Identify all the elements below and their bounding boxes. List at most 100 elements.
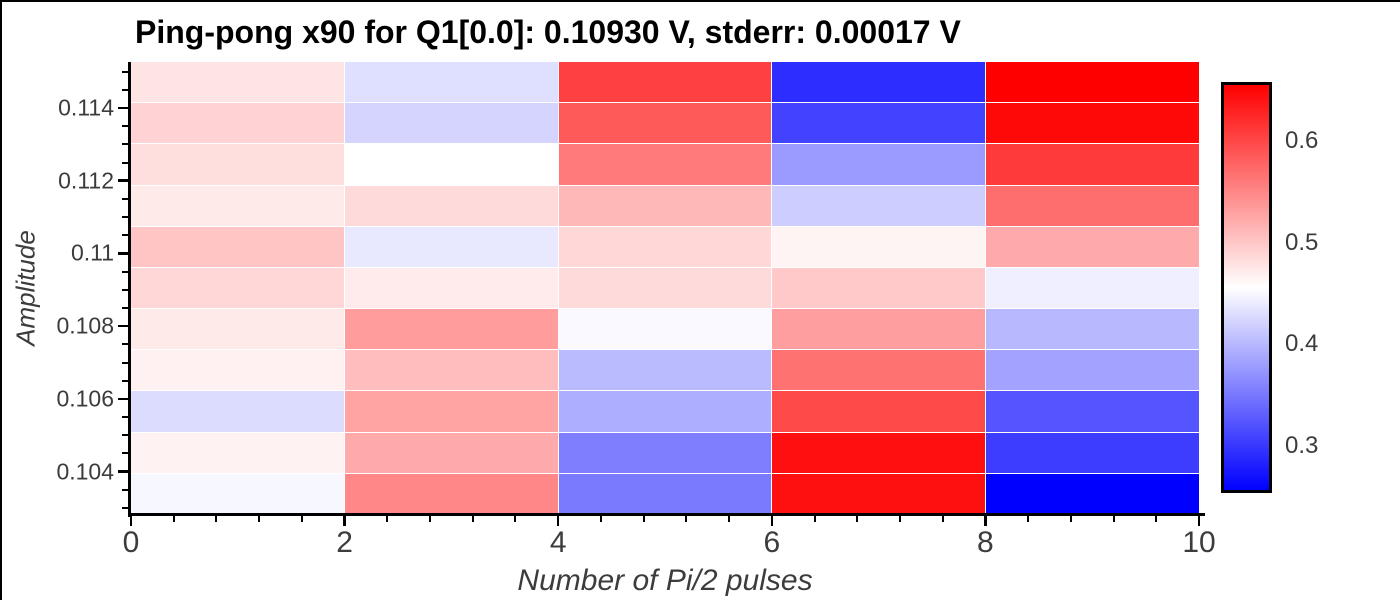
heatmap-cell	[986, 267, 1199, 309]
heatmap-cell	[344, 103, 558, 144]
x-tick	[343, 516, 346, 526]
heatmap-cell	[344, 391, 558, 432]
chart-title: Ping-pong x90 for Q1[0.0]: 0.10930 V, st…	[135, 14, 961, 50]
heatmap-cell	[772, 432, 986, 473]
y-minor-tick	[122, 234, 128, 237]
x-tick-label: 0	[122, 526, 140, 559]
x-minor-tick	[258, 516, 261, 522]
colorbar-tick-label: 0.3	[1285, 432, 1319, 460]
heatmap-cell	[772, 267, 986, 309]
heatmap-cell	[344, 309, 558, 350]
heatmap-cell	[131, 391, 344, 432]
heatmap-cell	[986, 350, 1199, 391]
heatmap-cell	[772, 226, 986, 267]
x-minor-tick	[898, 516, 901, 522]
heatmap-plot	[131, 62, 1199, 514]
x-minor-tick	[1155, 516, 1158, 522]
y-tick-label: 0.104	[56, 458, 114, 485]
x-tick-label: 8	[977, 526, 994, 559]
x-minor-tick	[685, 516, 688, 522]
y-tick-label: 0.112	[58, 167, 114, 194]
y-minor-tick	[122, 507, 128, 509]
x-minor-tick	[172, 516, 175, 522]
heatmap-cell	[986, 103, 1199, 144]
heatmap-cell	[558, 226, 772, 267]
heatmap-cell	[344, 226, 558, 267]
x-minor-tick	[813, 516, 816, 522]
heatmap-cell	[131, 185, 344, 226]
y-minor-tick	[122, 343, 128, 346]
heatmap-cell	[986, 432, 1199, 473]
y-minor-tick	[122, 434, 128, 437]
heatmap-cell	[772, 473, 986, 514]
y-tick	[118, 324, 128, 328]
heatmap-cell	[986, 144, 1199, 185]
y-tick	[118, 397, 128, 401]
heatmap-cell	[772, 391, 986, 432]
y-axis-spine	[128, 62, 131, 517]
x-tick-label: 4	[549, 526, 567, 559]
x-axis-label: Number of Pi/2 pulses	[517, 564, 813, 597]
heatmap-cell	[986, 309, 1199, 350]
heatmap-cell	[344, 144, 558, 185]
y-minor-tick	[122, 307, 128, 309]
y-tick-label: 0.11	[70, 239, 114, 266]
heatmap-cell	[558, 309, 772, 350]
heatmap-cell	[558, 432, 772, 473]
x-axis-spine	[128, 513, 1205, 516]
x-minor-tick	[471, 516, 474, 522]
y-minor-tick	[122, 361, 128, 364]
heatmap-cell	[558, 267, 772, 309]
y-minor-tick	[122, 216, 128, 219]
heatmap-cell	[986, 391, 1199, 432]
colorbar-tick-label: 0.5	[1285, 228, 1319, 256]
colorbar-tick-label: 0.6	[1285, 127, 1319, 154]
x-tick-label: 2	[336, 526, 353, 559]
heatmap-cell	[131, 226, 344, 267]
heatmap-cell	[558, 103, 772, 144]
y-minor-tick	[122, 70, 128, 73]
x-minor-tick	[599, 516, 602, 522]
x-tick-label: 10	[1182, 526, 1216, 559]
heatmap-cell	[986, 62, 1199, 103]
heatmap-cell	[131, 350, 344, 391]
heatmap-cell	[558, 144, 772, 185]
heatmap-cell	[344, 62, 558, 103]
colorbar-tick-label: 0.4	[1285, 330, 1319, 358]
y-minor-tick	[122, 452, 128, 455]
y-minor-tick	[122, 379, 128, 382]
heatmap-cell	[131, 103, 344, 144]
x-minor-tick	[1069, 516, 1072, 522]
y-minor-tick	[122, 270, 128, 273]
heatmap-cell	[558, 185, 772, 226]
heatmap-cell	[131, 144, 344, 185]
x-minor-tick	[941, 516, 944, 522]
x-tick-label: 6	[763, 526, 781, 559]
heatmap-cell	[986, 185, 1199, 226]
x-tick	[770, 516, 774, 526]
y-minor-tick	[122, 161, 128, 164]
heatmap-cell	[772, 350, 986, 391]
heatmap-cell	[772, 185, 986, 226]
heatmap-cell	[344, 432, 558, 473]
x-minor-tick	[514, 516, 517, 522]
y-minor-tick	[122, 288, 128, 291]
x-minor-tick	[1027, 516, 1030, 522]
heatmap-cell	[558, 391, 772, 432]
heatmap-cell	[344, 350, 558, 391]
x-minor-tick	[429, 516, 432, 522]
heatmap-cell	[131, 432, 344, 473]
x-tick	[1197, 516, 1201, 526]
y-minor-tick	[122, 88, 128, 91]
heatmap-cell	[131, 267, 344, 309]
x-minor-tick	[386, 516, 389, 522]
heatmap-cell	[772, 309, 986, 350]
heatmap-cell	[986, 226, 1199, 267]
heatmap-cell	[772, 144, 986, 185]
heatmap-cell	[131, 62, 344, 103]
x-tick	[556, 516, 560, 526]
heatmap-cell	[344, 267, 558, 309]
y-tick	[118, 252, 128, 255]
heatmap-cell	[986, 473, 1199, 514]
